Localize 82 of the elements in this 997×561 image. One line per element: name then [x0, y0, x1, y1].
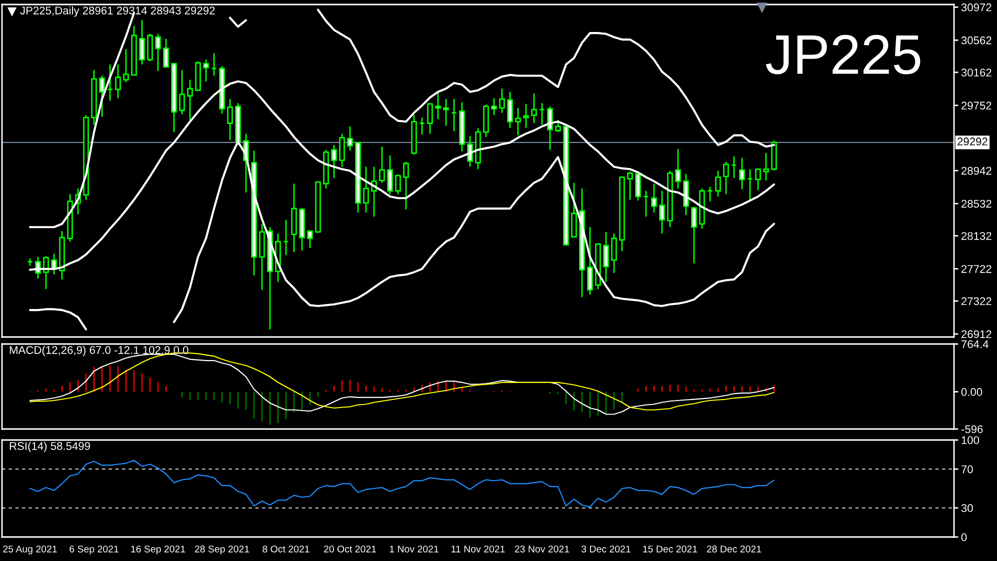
candlestick — [387, 154, 393, 195]
candlestick — [443, 98, 449, 126]
candlestick — [523, 103, 529, 129]
candlestick — [347, 126, 353, 152]
candlestick — [659, 190, 665, 234]
y-tick-label: 0 — [961, 533, 967, 542]
y-tick-label: 28532 — [962, 200, 992, 208]
candlestick — [435, 91, 441, 120]
x-tick-label: 16 Sep 2021 — [131, 546, 186, 554]
candlestick — [763, 152, 769, 182]
x-tick-label: 6 Sep 2021 — [70, 546, 118, 554]
candlestick — [651, 182, 657, 214]
candlestick — [43, 255, 49, 290]
x-tick-label: 25 Aug 2021 — [3, 546, 57, 554]
chart-title: RSI(14) 58.5499 — [10, 442, 90, 452]
annotation: JP225 — [766, 34, 920, 74]
candlestick — [379, 146, 385, 184]
x-tick-label: 1 Nov 2021 — [390, 546, 438, 552]
chart-title: JP225,Daily 28961 29314 28943 29292 — [20, 6, 215, 17]
x-tick-label: 20 Oct 2021 — [324, 546, 376, 552]
candlestick — [507, 91, 513, 129]
candlestick — [723, 161, 729, 195]
x-tick-label: 8 Oct 2021 — [262, 546, 310, 552]
candlestick — [715, 170, 721, 198]
candlestick — [339, 133, 345, 168]
x-tick-label: 28 Dec 2021 — [706, 546, 762, 552]
y-tick-label: 30162 — [961, 68, 992, 77]
x-tick-label: 11 Nov 2021 — [452, 546, 505, 552]
y-tick-label: 70 — [962, 465, 973, 474]
candlestick — [491, 98, 497, 116]
y-tick-label: 27722 — [962, 265, 992, 273]
y-tick-label: 764.4 — [962, 340, 988, 348]
candlestick — [395, 174, 401, 195]
x-tick-label: 3 Dec 2021 — [582, 546, 630, 552]
candlestick — [739, 157, 745, 190]
candlestick — [363, 166, 369, 214]
y-tick-label: 26912 — [962, 330, 992, 338]
x-tick-label: 28 Sep 2021 — [194, 546, 250, 554]
line-series — [29, 460, 775, 508]
y-tick-label: -596 — [961, 425, 983, 434]
y-tick-label: 28942 — [962, 166, 992, 175]
candlestick — [587, 226, 593, 296]
y-tick-label: 100 — [962, 436, 980, 444]
candlestick — [515, 107, 521, 136]
candlestick — [555, 119, 561, 133]
candlestick — [467, 135, 473, 168]
candlestick — [691, 206, 697, 264]
candlestick — [163, 38, 169, 68]
candlestick — [139, 20, 145, 66]
candlestick — [627, 170, 633, 200]
y-tick-label: 30562 — [961, 36, 992, 44]
candlestick — [571, 182, 577, 238]
y-tick-label: 29752 — [962, 102, 992, 110]
y-tick-label: 30 — [961, 504, 973, 512]
candlestick — [531, 92, 537, 124]
ref-line-label: 29292 — [958, 138, 988, 146]
candlestick — [499, 88, 505, 114]
y-tick-label: 28132 — [962, 232, 992, 240]
candlestick — [675, 148, 681, 190]
candlestick — [603, 231, 609, 283]
candlestick — [427, 102, 433, 134]
x-tick-label: 23 Nov 2021 — [514, 546, 570, 552]
y-tick-label: 27322 — [962, 297, 992, 306]
candlestick — [611, 232, 617, 274]
candlestick — [155, 33, 161, 72]
y-tick-label: 0.00 — [961, 388, 982, 396]
candlestick — [547, 106, 553, 151]
candlestick — [187, 79, 193, 121]
candlestick — [123, 48, 129, 83]
candlestick — [755, 168, 761, 191]
y-tick-label: 30972 — [961, 3, 992, 12]
candlestick — [203, 58, 209, 82]
x-tick-label: 15 Dec 2021 — [643, 546, 698, 552]
candlestick — [227, 98, 233, 141]
candlestick — [307, 230, 313, 249]
candlestick — [99, 75, 105, 118]
candlestick — [179, 69, 185, 116]
candlestick — [115, 64, 121, 99]
candlestick — [403, 161, 409, 210]
candlestick — [331, 144, 337, 179]
chart-title: MACD(12,26,9) 67.0 -12.1 102.9 0.0 — [10, 346, 188, 356]
candlestick — [635, 172, 641, 202]
